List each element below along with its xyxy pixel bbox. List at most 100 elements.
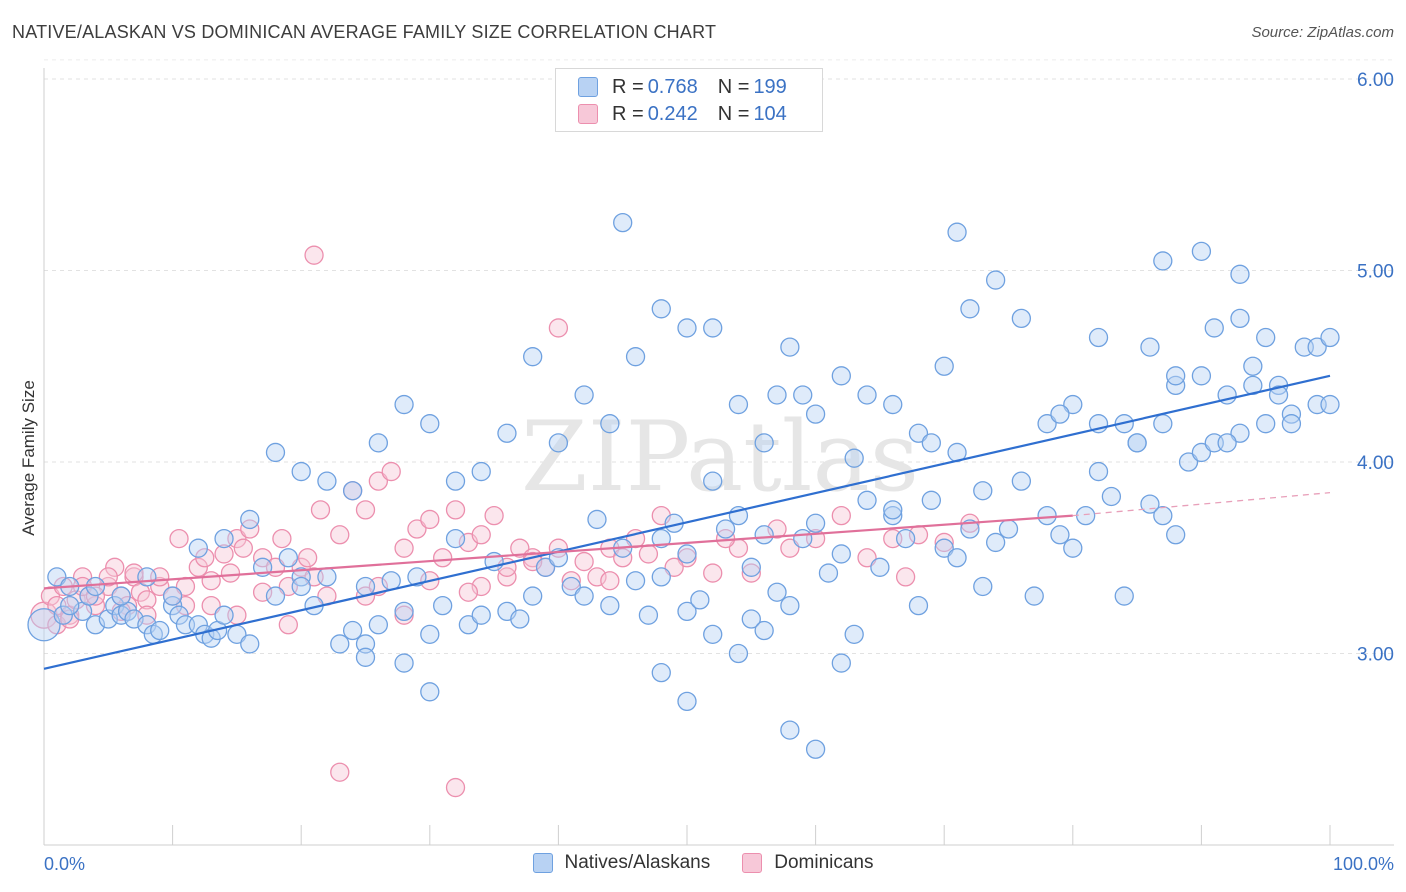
natives-point <box>1011 471 1032 491</box>
natives-point <box>600 595 620 616</box>
natives-point <box>587 509 607 530</box>
natives-point <box>1281 414 1302 434</box>
legend-swatch-dominicans <box>742 853 763 873</box>
dominicans-point <box>105 557 125 577</box>
natives-point <box>1127 433 1147 453</box>
natives-point <box>458 615 479 635</box>
natives-point <box>1217 433 1237 453</box>
natives-point <box>471 605 491 625</box>
natives-point <box>188 538 208 558</box>
natives-point <box>1037 505 1057 526</box>
natives-point <box>1063 394 1083 415</box>
natives-point <box>741 609 761 629</box>
dominicans-trend-line <box>43 514 1073 590</box>
dominicans-point <box>895 567 916 587</box>
natives-point <box>342 481 363 501</box>
natives-point <box>1140 337 1160 357</box>
series-legend: Natives/Alaskans Dominicans <box>0 852 1406 874</box>
dominicans-point <box>934 532 954 553</box>
legend-swatch-natives <box>532 853 553 873</box>
dominicans-points <box>30 245 980 798</box>
natives-point <box>625 571 646 591</box>
natives-point <box>1153 414 1173 434</box>
grid-lines <box>44 59 1394 654</box>
natives-point <box>934 538 954 558</box>
natives-point <box>703 624 723 644</box>
natives-point <box>1166 525 1186 545</box>
natives-point <box>214 528 234 549</box>
natives-point <box>677 544 697 564</box>
y-tick-labels: 3.00 4.00 5.00 6.00 <box>1357 70 1394 666</box>
natives-point <box>1268 385 1289 405</box>
stats-legend: R = 0.768 N = 199 R = 0.242 N = 104 <box>555 68 823 132</box>
natives-point <box>1024 586 1044 606</box>
natives-point <box>1088 327 1109 348</box>
natives-point <box>908 423 929 443</box>
legend-row-natives: R = 0.768 N = 199 <box>578 75 807 99</box>
natives-point <box>600 414 620 434</box>
dominicans-point <box>297 548 318 568</box>
x-tick-label-min: 0.0% <box>44 854 85 874</box>
natives-point <box>895 528 916 549</box>
natives-point <box>1114 586 1134 606</box>
dominicans-point <box>137 590 157 610</box>
natives-point <box>240 509 260 530</box>
natives-point <box>265 586 286 606</box>
natives-point <box>1050 404 1070 424</box>
watermark: ZIPatlas <box>521 401 919 513</box>
natives-point <box>805 739 826 759</box>
dominicans-point <box>98 567 118 587</box>
natives-point <box>651 528 671 549</box>
natives-point <box>728 394 749 415</box>
natives-point <box>535 557 556 577</box>
natives-point <box>291 461 311 482</box>
natives-point <box>754 525 774 545</box>
x-tick-label-max: 100.0% <box>1333 854 1394 874</box>
dominicans-point <box>433 548 453 568</box>
natives-point <box>985 532 1006 553</box>
natives-point <box>79 586 99 606</box>
natives-point <box>433 595 453 616</box>
chart-title: NATIVE/ALASKAN VS DOMINICAN AVERAGE FAMI… <box>12 22 717 42</box>
dominicans-point <box>445 777 466 798</box>
natives-point <box>973 481 993 501</box>
y-tick-label: 5.00 <box>1357 262 1394 283</box>
natives-point <box>844 448 864 468</box>
legend-r-value: 0.242 <box>647 102 698 125</box>
natives-point <box>677 601 697 622</box>
dominicans-point <box>471 525 491 545</box>
natives-point <box>844 624 864 644</box>
natives-point <box>1011 308 1032 329</box>
natives-point <box>831 544 851 564</box>
dominicans-point <box>304 245 324 265</box>
dominicans-point <box>510 538 530 558</box>
natives-point <box>818 563 839 583</box>
dominicans-point <box>600 571 620 591</box>
natives-point <box>651 299 671 319</box>
natives-point <box>574 385 594 405</box>
natives-point <box>921 490 941 510</box>
dominicans-point <box>548 318 569 338</box>
natives-point <box>715 519 736 539</box>
natives-point <box>1230 423 1250 443</box>
y-tick-label: 3.00 <box>1357 645 1394 666</box>
dominicans-point <box>445 500 466 520</box>
natives-point <box>1063 538 1083 558</box>
natives-point <box>1191 442 1212 463</box>
dominicans-point <box>407 519 427 539</box>
legend-r-value: 0.768 <box>647 75 698 98</box>
natives-point <box>201 628 221 648</box>
natives-point <box>857 490 877 510</box>
natives-point <box>420 624 440 644</box>
legend-label-dominicans: Dominicans <box>774 852 874 873</box>
dominicans-point <box>638 544 659 564</box>
dominicans-point <box>195 548 215 568</box>
natives-point <box>523 586 543 606</box>
natives-point <box>805 513 826 533</box>
natives-point <box>510 609 530 629</box>
natives-point <box>767 385 787 405</box>
dominicans-point <box>857 548 877 568</box>
legend-n-value: 199 <box>753 75 787 98</box>
natives-point <box>780 595 800 616</box>
